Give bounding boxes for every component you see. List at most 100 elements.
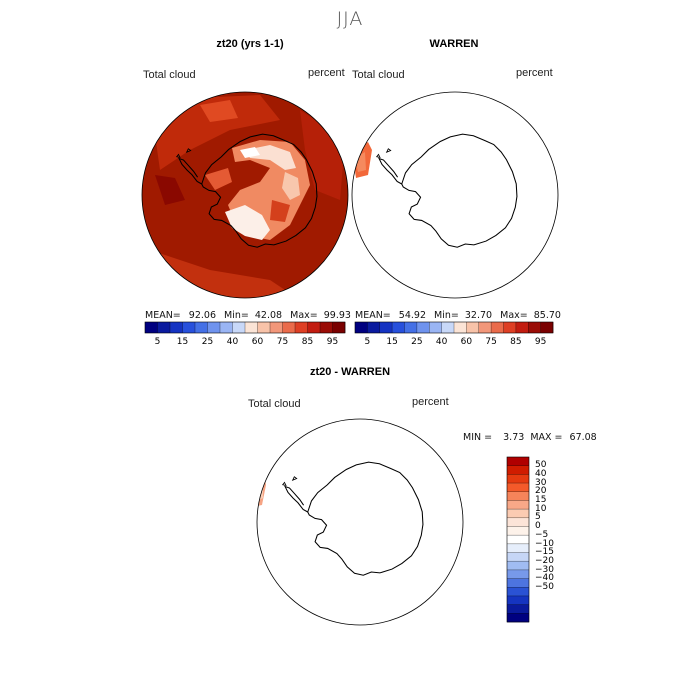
colorbar-3-swatch xyxy=(507,465,529,475)
colorbar-3-tick-label: 5 xyxy=(535,512,541,523)
colorbar-3-tick-label: 10 xyxy=(535,503,547,514)
colorbar-2-tick-label: 15 xyxy=(386,337,398,347)
panel-2-max-value: 85.70 xyxy=(533,310,561,321)
colorbar-1 xyxy=(144,321,346,334)
panel-1-max-value: 99.93 xyxy=(323,310,351,321)
colorbar-3-tick-label: 15 xyxy=(535,495,547,506)
colorbar-1-swatch xyxy=(145,322,158,333)
colorbar-3-tick-label: −15 xyxy=(535,547,554,558)
colorbar-2-swatch xyxy=(429,322,442,333)
colorbar-2-swatch xyxy=(503,322,517,333)
colorbar-3-swatch xyxy=(507,526,529,536)
colorbar-2-swatch xyxy=(367,322,381,333)
panel-1-stats: MEAN= 92.06 Min= 42.08 Max= 99.93 xyxy=(145,310,351,321)
colorbar-2-tick-label: 75 xyxy=(485,337,497,347)
colorbar-1-tick-label: 5 xyxy=(154,337,161,347)
colorbar-1-tick-label: 40 xyxy=(226,337,239,347)
colorbar-1-swatch xyxy=(295,322,308,333)
panel-3-stats: MIN = 3.73 MAX = 67.08 xyxy=(463,432,597,443)
colorbar-3-swatch xyxy=(507,604,529,614)
colorbar-3-swatch xyxy=(507,552,529,562)
colorbar-2-tick-label: 5 xyxy=(364,337,371,347)
colorbar-2-tick-label: 25 xyxy=(411,337,423,347)
colorbar-2-swatch xyxy=(491,322,504,333)
colorbar-1-swatch xyxy=(257,322,271,333)
colorbar-2-swatch xyxy=(404,322,418,333)
colorbar-3-swatch xyxy=(507,535,529,545)
colorbar-2-swatch xyxy=(355,322,368,333)
panel-3-min-value: 3.73 xyxy=(503,432,525,443)
panel-1-variable: Total cloud xyxy=(143,69,196,81)
colorbar-3-tick-label: 50 xyxy=(535,460,547,471)
colorbar-1-swatch xyxy=(232,322,246,333)
colorbar-3-tick-label: 20 xyxy=(535,486,547,497)
map-1 xyxy=(141,91,349,299)
colorbar-2-swatch xyxy=(540,322,554,333)
panel-2-mean-value: 54.92 xyxy=(398,310,426,321)
panel-2-title: WARREN xyxy=(429,38,479,50)
colorbar-2-swatch xyxy=(466,322,480,333)
panel-2-stats: MEAN= 54.92 Min= 32.70 Max= 85.70 xyxy=(355,310,561,321)
colorbar-3-swatch xyxy=(507,491,529,501)
colorbar-1-swatch xyxy=(282,322,296,333)
colorbar-2-swatch xyxy=(379,322,393,333)
colorbar-1-swatch xyxy=(220,322,233,333)
colorbar-3-swatch xyxy=(507,509,529,519)
colorbar-3-tick-label: −20 xyxy=(535,555,554,566)
colorbar-3-swatch xyxy=(507,500,529,510)
colorbar-3-swatch xyxy=(507,517,529,527)
colorbar-3-frame xyxy=(506,456,530,623)
panel-1-min-value: 42.08 xyxy=(254,310,283,321)
colorbar-2-tick-label: 60 xyxy=(460,337,473,347)
colorbar-3-tick-label: 0 xyxy=(535,521,541,532)
colorbar-3-swatch xyxy=(507,457,529,466)
colorbar-2-labels: 5 15 25 40 60 75 85 95 xyxy=(0,337,700,351)
panel-1-mean-label: MEAN= xyxy=(145,310,181,321)
colorbar-3-swatch xyxy=(507,543,529,553)
colorbar-2-swatch xyxy=(515,322,529,333)
colorbar-2-swatch xyxy=(454,322,467,333)
panel-2-variable: Total cloud xyxy=(352,69,405,81)
colorbar-3-swatch xyxy=(507,474,529,484)
panel-2-mean-label: MEAN= xyxy=(355,310,391,321)
colorbar-1-swatch xyxy=(320,322,333,333)
colorbar-3-swatch xyxy=(507,578,529,588)
colorbar-1-swatch xyxy=(182,322,196,333)
colorbar-2-tick-label: 40 xyxy=(435,337,448,347)
colorbar-3-swatch xyxy=(507,483,529,493)
colorbar-2-swatch xyxy=(416,322,430,333)
colorbar-1-swatch xyxy=(207,322,221,333)
colorbar-3-swatch xyxy=(507,569,529,579)
panel-2-max-label: Max= xyxy=(500,310,528,321)
colorbar-3-tick-label: 40 xyxy=(535,469,547,480)
panel-1-mean-value: 92.06 xyxy=(188,310,216,321)
panel-3-units: percent xyxy=(412,396,449,408)
colorbar-3-swatch xyxy=(507,561,529,571)
colorbar-3-tick-label: −50 xyxy=(535,581,554,592)
panel-3-title: zt20 - WARREN xyxy=(309,366,391,378)
colorbar-3-tick-label: −10 xyxy=(535,538,554,549)
colorbar-1-labels: 5 15 25 40 60 75 85 95 xyxy=(0,337,700,351)
colorbar-2-tick-label: 95 xyxy=(534,337,547,347)
colorbar-1-tick-label: 95 xyxy=(326,337,339,347)
panel-3-max-value: 67.08 xyxy=(569,432,597,443)
colorbar-3-swatch xyxy=(507,595,529,605)
colorbar-1-swatch xyxy=(157,322,171,333)
panel-1-min-label: Min= xyxy=(224,310,249,321)
panel-2-units: percent xyxy=(516,67,553,79)
colorbar-2-tick-label: 85 xyxy=(510,337,522,347)
colorbar-2-swatch xyxy=(478,322,492,333)
panel-1-units: percent xyxy=(308,67,345,79)
colorbar-1-tick-label: 15 xyxy=(176,337,189,347)
colorbar-1-swatch xyxy=(270,322,283,333)
map-3 xyxy=(256,418,464,626)
colorbar-1-swatch xyxy=(332,322,346,333)
colorbar-2 xyxy=(354,321,554,334)
map-2 xyxy=(351,91,559,299)
panel-3-max-label: MAX = xyxy=(530,432,563,443)
colorbar-2-swatch xyxy=(441,322,455,333)
colorbar-1-swatch xyxy=(245,322,258,333)
colorbar-1-swatch xyxy=(170,322,183,333)
